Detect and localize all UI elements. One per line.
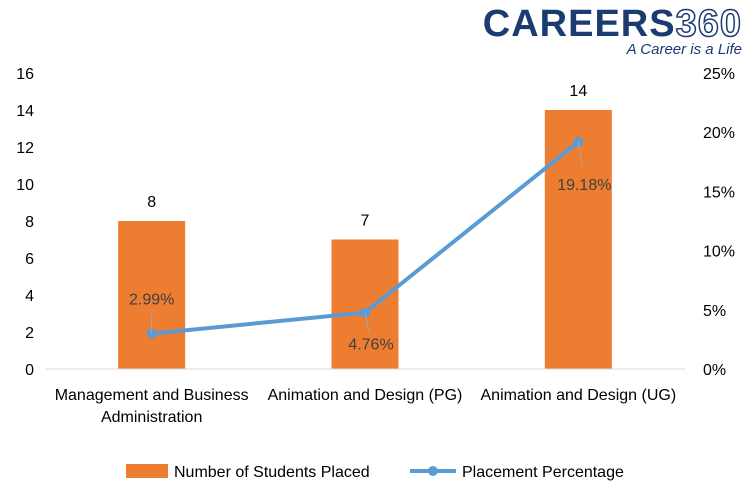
y2-axis-tick-label: 0% [703,362,726,379]
x-axis-category-label: Animation and Design (UG) [481,387,677,404]
legend-line-marker [428,466,438,476]
y2-axis-tick-label: 15% [703,184,735,201]
label-leader-line [364,312,370,333]
x-axis-category-label: Animation and Design (PG) [268,387,463,404]
y-axis-tick-label: 12 [16,140,34,157]
y2-axis-tick-label: 5% [703,303,726,320]
y2-axis-tick-label: 10% [703,244,735,261]
y2-axis-tick-label: 20% [703,125,735,142]
logo-number: 360 [675,3,742,45]
legend-line-label: Placement Percentage [462,464,624,481]
bar-data-label: 8 [147,194,156,211]
y-axis-tick-label: 8 [25,214,34,231]
bar [544,110,612,369]
y-axis-tick-label: 0 [25,362,34,379]
line-data-label: 4.76% [348,337,393,354]
bar-data-label: 7 [361,213,370,230]
y-axis-tick-label: 6 [25,251,34,268]
y-axis-tick-label: 16 [16,66,34,83]
y-axis-tick-label: 2 [25,325,34,342]
bar-data-label: 14 [569,83,587,100]
careers360-logo: CAREERS360 A Career is a Life [482,3,742,58]
logo-tagline: A Career is a Life [626,41,742,58]
line-data-label: 19.18% [557,177,611,194]
x-axis-category-label: Management and Business [55,387,249,404]
y-axis-tick-label: 10 [16,177,34,194]
x-axis-category-label: Administration [101,409,202,426]
y-axis-tick-label: 14 [16,103,34,120]
bar [118,221,186,369]
label-leader-line [577,141,583,166]
legend-bar-label: Number of Students Placed [174,464,370,481]
y-axis-tick-label: 4 [25,288,34,305]
line-data-label: 2.99% [129,292,174,309]
legend-bar-swatch [126,464,168,478]
logo-text: CAREERS [482,3,676,45]
y2-axis-tick-label: 25% [703,66,735,83]
bar [331,239,399,369]
